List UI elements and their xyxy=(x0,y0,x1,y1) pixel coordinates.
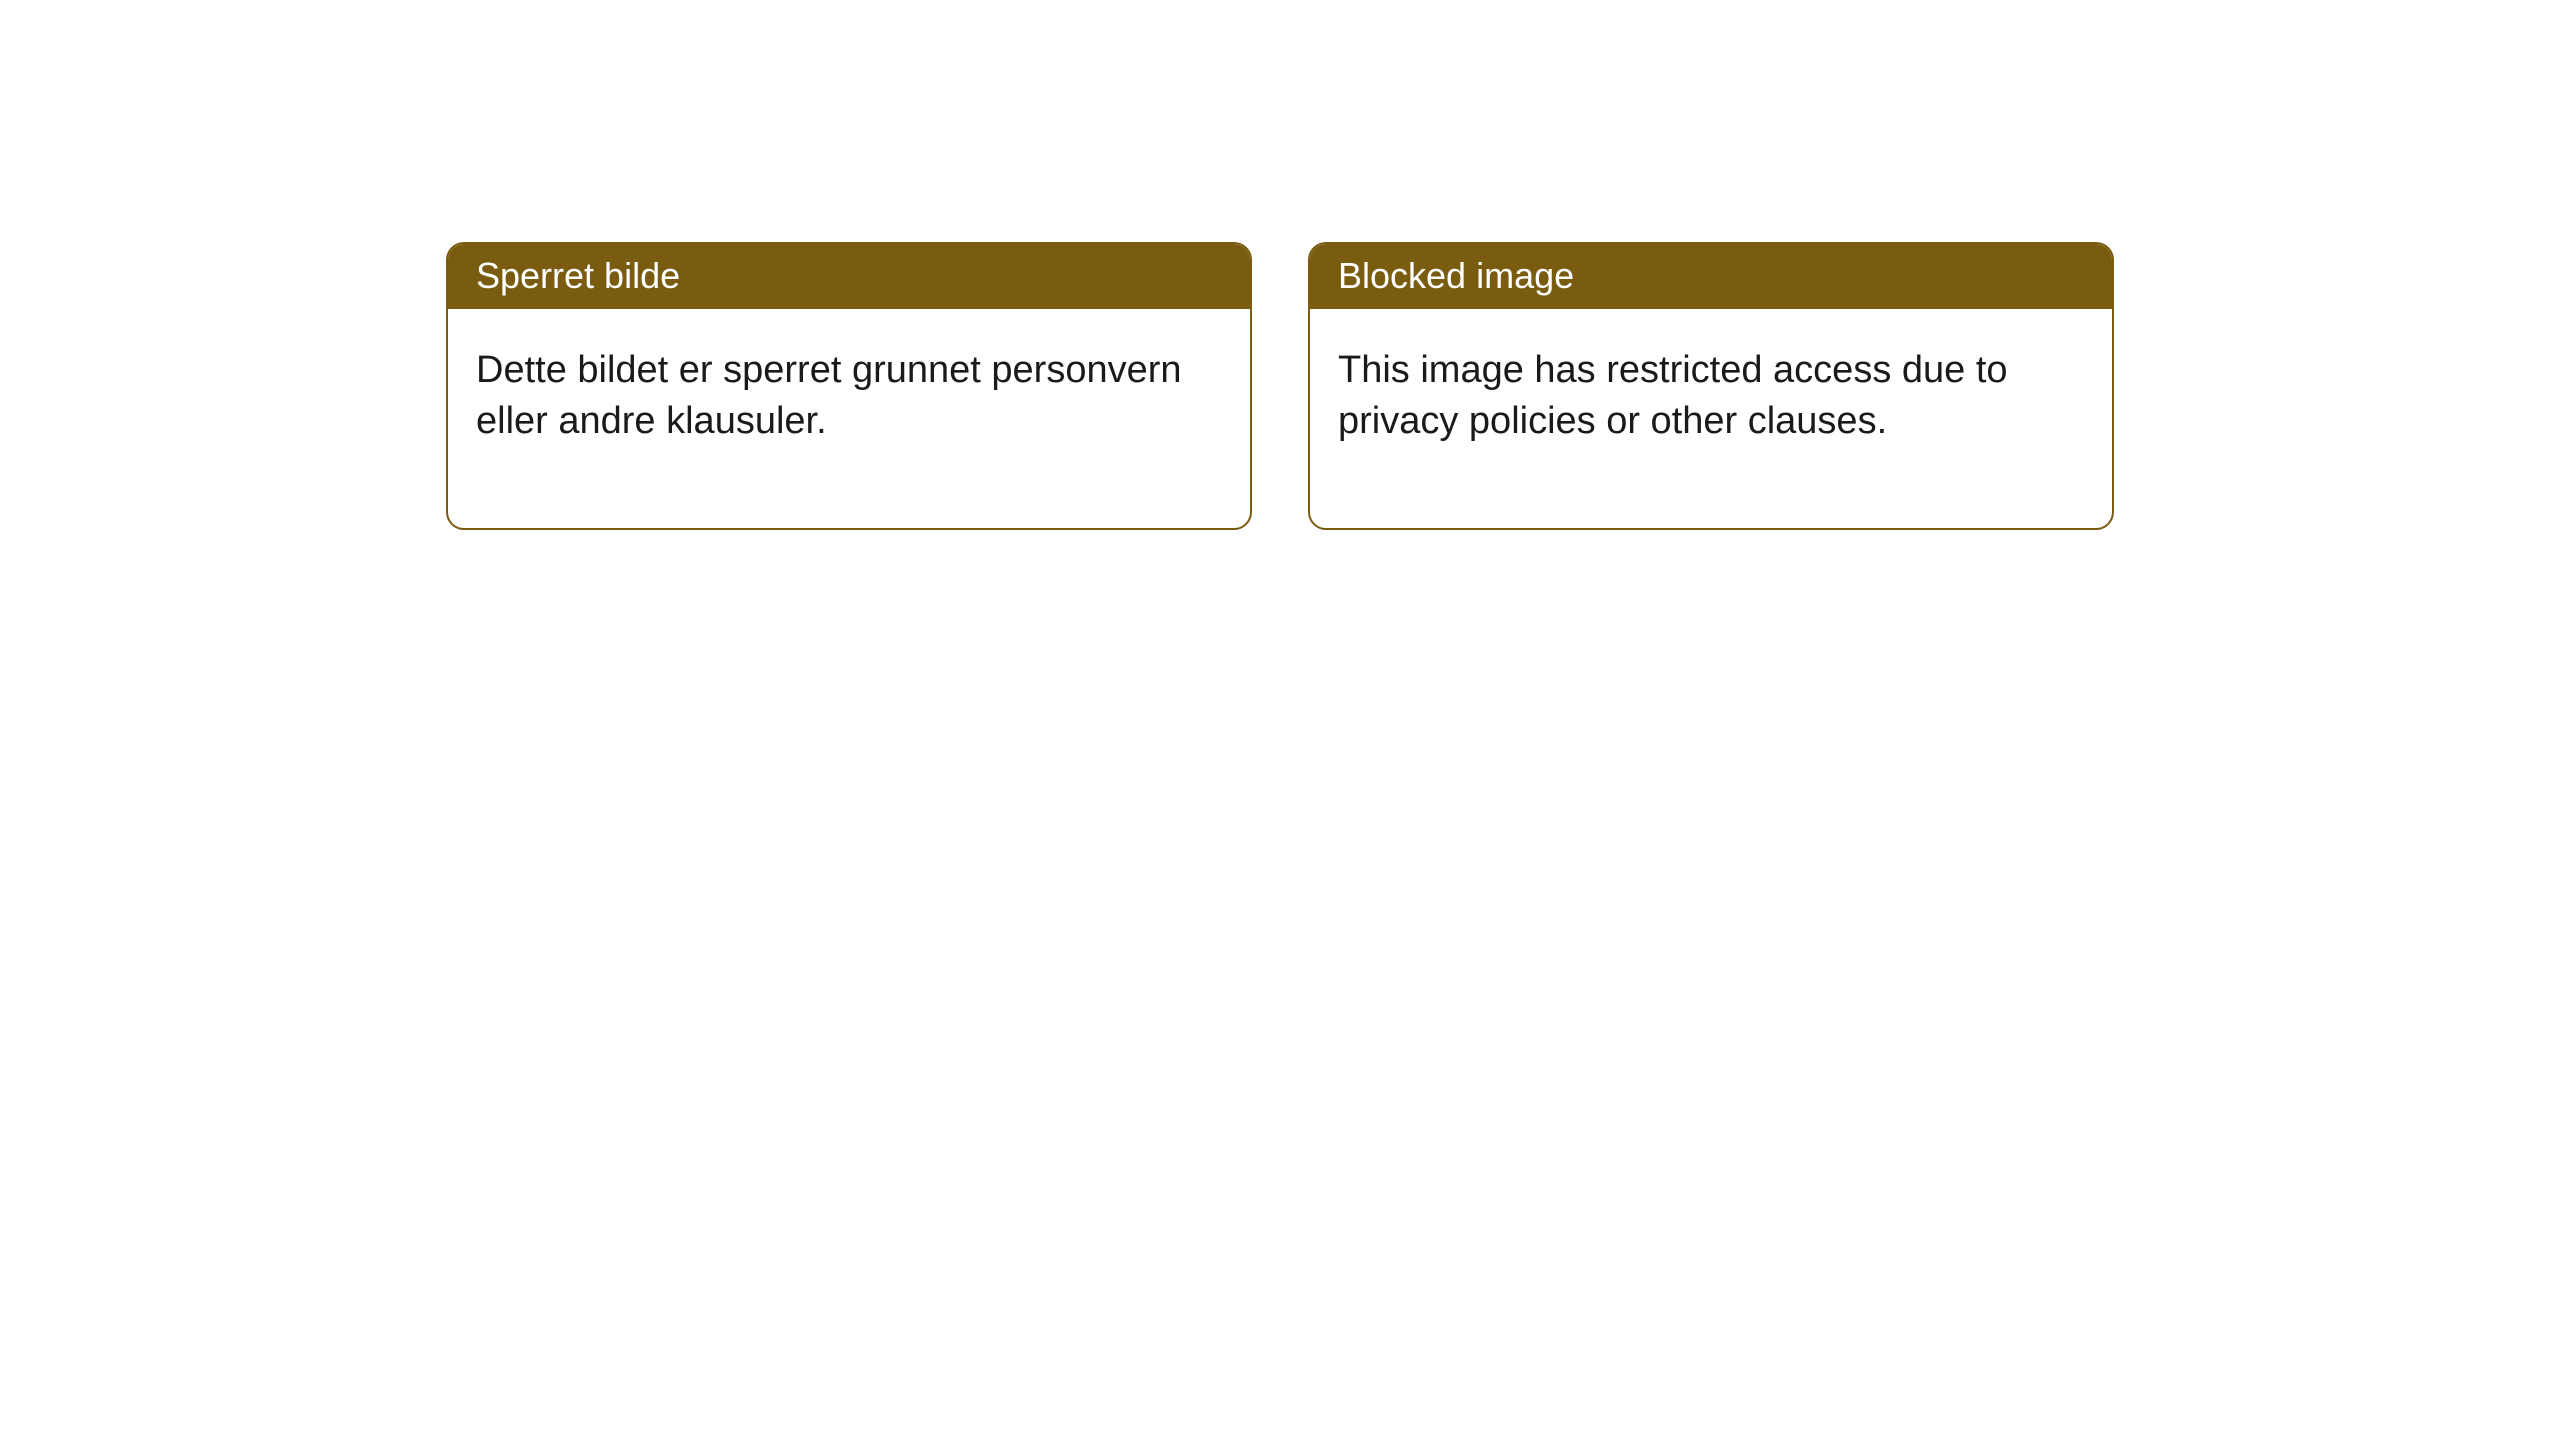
notice-card-norwegian: Sperret bilde Dette bildet er sperret gr… xyxy=(446,242,1252,530)
notice-body-text: Dette bildet er sperret grunnet personve… xyxy=(448,309,1250,528)
notice-card-english: Blocked image This image has restricted … xyxy=(1308,242,2114,530)
notice-container: Sperret bilde Dette bildet er sperret gr… xyxy=(0,0,2560,530)
notice-body-text: This image has restricted access due to … xyxy=(1310,309,2112,528)
notice-title: Sperret bilde xyxy=(448,244,1250,309)
notice-title: Blocked image xyxy=(1310,244,2112,309)
